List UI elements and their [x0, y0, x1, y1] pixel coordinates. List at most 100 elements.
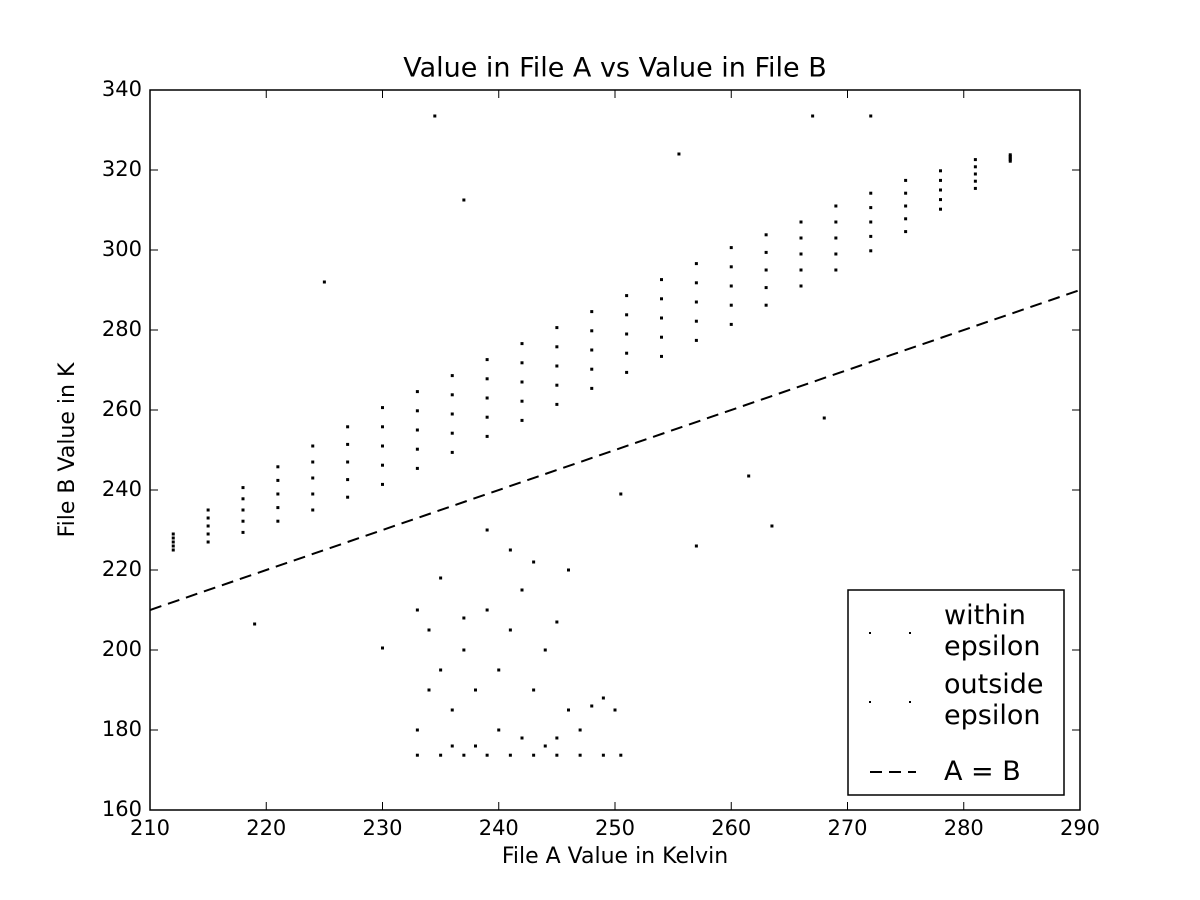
scatter-point	[497, 668, 501, 672]
scatter-point	[764, 286, 768, 290]
legend-marker	[869, 632, 871, 634]
scatter-point	[939, 207, 942, 211]
scatter-point	[450, 412, 454, 416]
scatter-point	[381, 463, 384, 467]
scatter-point	[764, 268, 768, 272]
scatter-point	[660, 335, 663, 339]
scatter-point	[450, 393, 454, 397]
scatter-point	[543, 744, 547, 748]
scatter-point	[694, 300, 698, 304]
chart-title: Value in File A vs Value in File B	[403, 53, 827, 84]
scatter-point	[415, 447, 419, 451]
scatter-point	[427, 688, 431, 692]
x-tick-label: 250	[595, 816, 635, 840]
scatter-point	[1008, 158, 1012, 162]
scatter-point	[485, 396, 489, 400]
scatter-point	[555, 736, 559, 740]
y-axis-label: File B Value in K	[55, 362, 80, 537]
scatter-point	[381, 444, 384, 448]
scatter-point	[241, 508, 245, 512]
scatter-point	[973, 172, 977, 176]
x-tick-label: 290	[1060, 816, 1100, 840]
legend-marker	[909, 632, 911, 634]
scatter-point	[276, 492, 280, 496]
scatter-point	[206, 532, 210, 536]
scatter-point	[869, 206, 873, 210]
legend-marker	[909, 701, 911, 703]
scatter-point	[729, 265, 733, 269]
scatter-point	[694, 544, 698, 548]
scatter-point	[834, 220, 838, 224]
scatter-point	[590, 310, 594, 314]
scatter-point	[485, 608, 489, 612]
scatter-point	[462, 616, 466, 620]
scatter-point	[555, 364, 559, 368]
x-tick-label: 240	[479, 816, 519, 840]
scatter-point	[415, 409, 419, 413]
legend	[847, 589, 1065, 796]
scatter-point	[590, 704, 594, 708]
scatter-point	[764, 250, 768, 254]
x-tick-label: 220	[246, 816, 286, 840]
scatter-point	[677, 152, 681, 156]
scatter-point	[450, 374, 454, 378]
scatter-point	[1008, 159, 1012, 163]
scatter-point	[694, 281, 698, 285]
scatter-point	[346, 478, 350, 482]
scatter-point	[625, 351, 629, 355]
scatter-point	[322, 280, 326, 284]
scatter-point	[346, 425, 350, 429]
scatter-point	[171, 544, 175, 548]
scatter-point	[811, 114, 815, 118]
scatter-point	[381, 646, 384, 650]
scatter-point	[694, 338, 698, 342]
scatter-point	[869, 249, 873, 253]
scatter-point	[415, 390, 419, 394]
scatter-point	[578, 728, 582, 732]
scatter-point	[415, 608, 419, 612]
scatter-point	[439, 576, 443, 580]
scatter-point	[508, 753, 512, 757]
scatter-point	[241, 530, 245, 534]
scatter-point	[694, 319, 698, 323]
scatter-point	[1008, 153, 1012, 157]
scatter-point	[276, 478, 280, 482]
scatter-point	[799, 252, 803, 256]
scatter-point	[253, 622, 257, 626]
scatter-point	[520, 342, 524, 346]
scatter-point	[869, 234, 873, 238]
scatter-point	[619, 753, 623, 757]
scatter-point	[904, 191, 908, 195]
scatter-point	[869, 220, 873, 224]
scatter-point	[439, 668, 443, 672]
scatter-point	[904, 217, 908, 221]
scatter-point	[973, 179, 977, 183]
scatter-point	[729, 303, 733, 307]
scatter-point	[729, 284, 733, 288]
legend-box	[847, 589, 1065, 796]
scatter-point	[415, 728, 419, 732]
scatter-point	[973, 158, 977, 162]
scatter-point	[346, 442, 350, 446]
scatter-point	[660, 354, 663, 358]
scatter-point	[381, 482, 384, 486]
scatter-point	[590, 386, 594, 390]
scatter-point	[619, 492, 623, 496]
scatter-point	[869, 114, 873, 118]
scatter-point	[462, 753, 466, 757]
scatter-point	[485, 753, 489, 757]
scatter-point	[171, 532, 175, 536]
scatter-point	[311, 508, 315, 512]
scatter-point	[532, 560, 536, 564]
scatter-point	[555, 620, 559, 624]
scatter-point	[729, 246, 733, 250]
scatter-point	[799, 220, 803, 224]
scatter-point	[904, 204, 908, 208]
scatter-point	[427, 628, 431, 632]
scatter-point	[578, 753, 582, 757]
scatter-point	[206, 516, 210, 520]
reference-line	[150, 289, 1080, 611]
scatter-point	[973, 186, 977, 190]
